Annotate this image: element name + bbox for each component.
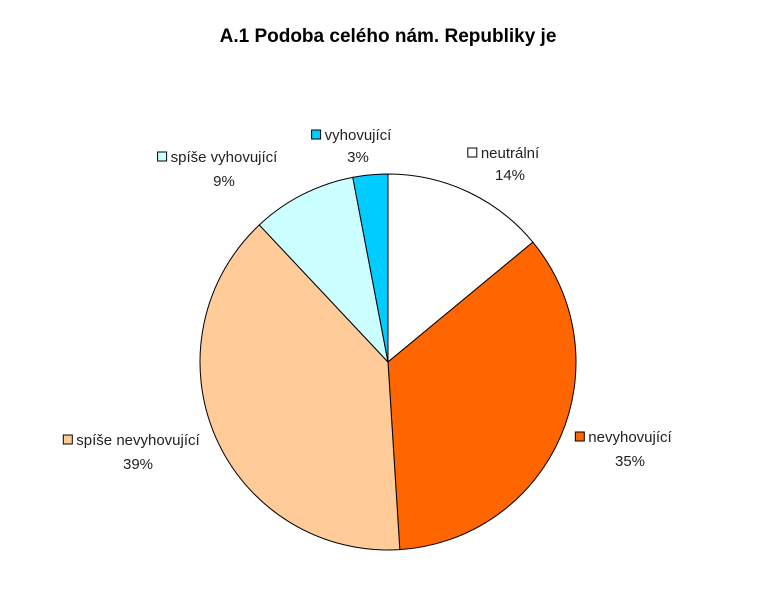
slice-value-label: 35%: [615, 453, 645, 470]
pie-slice-0: [387, 173, 534, 364]
pie-slice-4: [352, 173, 389, 363]
slice-name-label: neutrální: [481, 145, 540, 162]
chart-title: A.1 Podoba celého nám. Republiky je: [220, 26, 557, 47]
pie-slice-1: [387, 241, 577, 551]
slice-label-2: spíše nevyhovující 39%: [62, 432, 201, 473]
slice-name-label: spíše nevyhovující: [76, 432, 200, 449]
legend-key-swatch: [157, 151, 168, 162]
slice-name-label: vyhovující: [325, 127, 393, 144]
legend-key-swatch: [467, 147, 478, 158]
slice-value-label: 9%: [213, 173, 235, 190]
legend-key-swatch: [62, 434, 73, 445]
slice-name-label: spíše vyhovující: [171, 149, 279, 166]
legend-key-swatch: [311, 129, 322, 140]
slice-label-1: nevyhovující 35%: [574, 429, 673, 470]
pie-labels: neutrální 14% nevyhovující 35% spíše nevyhov…: [62, 127, 673, 473]
slice-label-0: neutrální 14%: [467, 145, 540, 184]
slice-label-3: spíše vyhovující 9%: [157, 149, 279, 190]
slice-value-label: 14%: [495, 167, 525, 184]
pie-slices: [199, 173, 577, 551]
slice-value-label: 3%: [347, 149, 369, 166]
legend-key-swatch: [574, 431, 585, 442]
pie-slice-2: [199, 224, 401, 551]
slice-value-label: 39%: [123, 456, 153, 473]
slice-name-label: nevyhovující: [588, 429, 672, 446]
pie-slice-3: [258, 176, 389, 364]
slice-label-4: vyhovující 3%: [311, 127, 393, 166]
